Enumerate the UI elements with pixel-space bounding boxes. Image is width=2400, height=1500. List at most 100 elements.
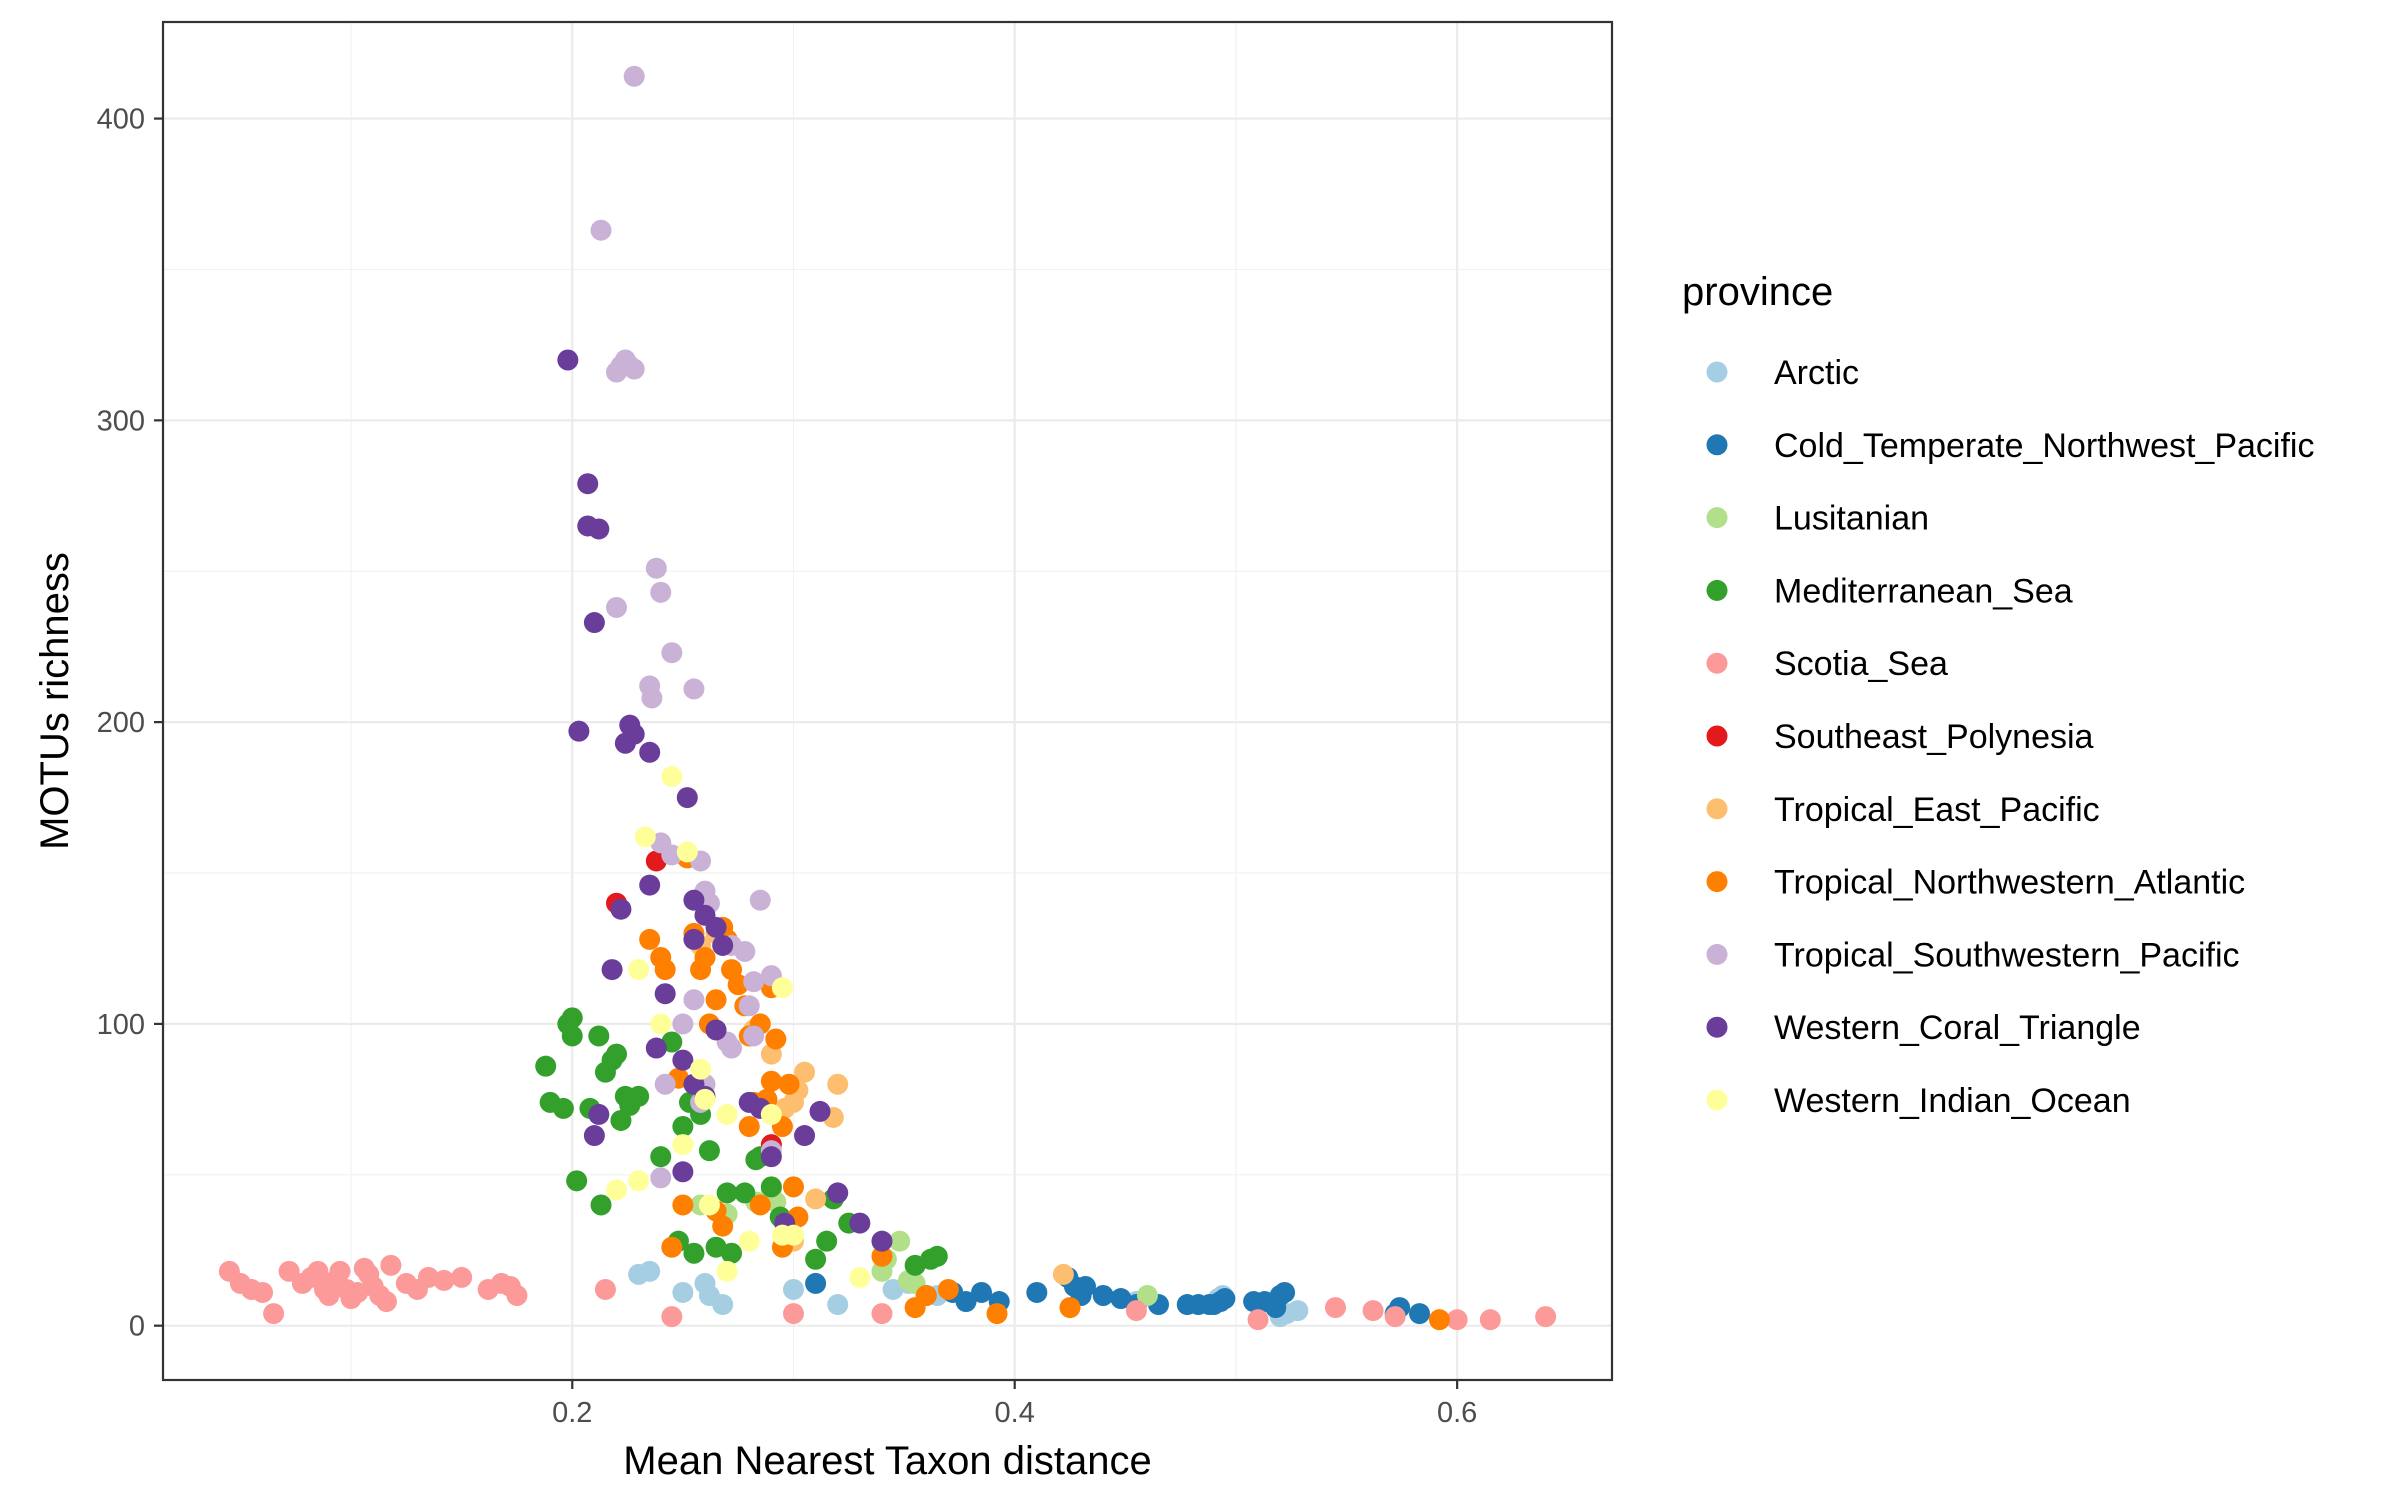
data-point xyxy=(661,765,683,787)
legend-key xyxy=(1706,579,1728,601)
data-point xyxy=(698,1140,720,1162)
y-axis-title: MOTUs richness xyxy=(33,552,77,850)
data-point xyxy=(1125,1300,1147,1322)
data-point xyxy=(606,1179,628,1201)
data-point xyxy=(252,1281,274,1303)
data-point xyxy=(782,1278,804,1300)
major-gridlines xyxy=(163,22,1612,1380)
data-point xyxy=(583,612,605,634)
data-point xyxy=(683,678,705,700)
minor-gridlines xyxy=(163,22,1612,1380)
data-point xyxy=(1446,1309,1468,1331)
data-point xyxy=(805,1188,827,1210)
data-point xyxy=(1269,1285,1291,1307)
legend-title: province xyxy=(1682,270,1833,314)
data-point xyxy=(778,1073,800,1095)
data-point xyxy=(721,1037,743,1059)
data-point xyxy=(889,1230,911,1252)
series-Western_Indian_Ocean xyxy=(606,765,871,1288)
data-point xyxy=(926,1245,948,1267)
data-point xyxy=(955,1291,977,1313)
data-point xyxy=(557,349,579,371)
legend-key xyxy=(1706,507,1728,529)
data-point xyxy=(641,687,663,709)
data-point xyxy=(827,1182,849,1204)
data-point xyxy=(650,1146,672,1168)
x-tick-label: 0.2 xyxy=(552,1397,592,1429)
data-point xyxy=(1059,1297,1081,1319)
data-point xyxy=(506,1285,528,1307)
legend-label: Tropical_Southwestern_Pacific xyxy=(1774,936,2240,974)
data-point xyxy=(683,928,705,950)
legend-label: Cold_Temperate_Northwest_Pacific xyxy=(1774,427,2314,465)
data-point xyxy=(433,1269,455,1291)
data-point xyxy=(771,977,793,999)
data-point xyxy=(1092,1285,1114,1307)
data-point xyxy=(375,1291,397,1313)
data-point xyxy=(749,889,771,911)
data-point xyxy=(716,1260,738,1282)
data-point xyxy=(588,518,610,540)
legend-label: Tropical_East_Pacific xyxy=(1774,791,2100,829)
series-Western_Coral_Triangle xyxy=(557,349,893,1252)
data-point xyxy=(716,1182,738,1204)
data-point xyxy=(672,1161,694,1183)
series-Mediterranean_Sea xyxy=(535,1007,948,1276)
data-point xyxy=(650,581,672,603)
data-point xyxy=(782,1303,804,1325)
y-tick-label: 400 xyxy=(97,104,145,136)
legend-label: Mediterranean_Sea xyxy=(1774,572,2073,610)
data-point xyxy=(738,1116,760,1138)
y-axis: 0 100 200 300 400 xyxy=(97,104,163,1343)
data-point xyxy=(601,959,623,981)
y-tick-label: 300 xyxy=(97,405,145,437)
data-point xyxy=(639,928,661,950)
data-point xyxy=(871,1230,893,1252)
data-point xyxy=(971,1281,993,1303)
legend-label: Lusitanian xyxy=(1774,500,1929,538)
data-point xyxy=(645,557,667,579)
data-point xyxy=(583,1125,605,1147)
data-point xyxy=(734,1182,756,1204)
legend-key xyxy=(1706,725,1728,747)
data-point xyxy=(650,1013,672,1035)
data-point xyxy=(606,596,628,618)
data-point xyxy=(1324,1297,1346,1319)
data-point xyxy=(329,1260,351,1282)
data-point xyxy=(661,642,683,664)
data-point xyxy=(760,1103,782,1125)
data-point xyxy=(805,1248,827,1270)
data-point xyxy=(577,473,599,495)
data-point xyxy=(672,1116,694,1138)
data-point xyxy=(614,732,636,754)
legend-label: Arctic xyxy=(1774,354,1859,392)
data-point xyxy=(588,1103,610,1125)
data-point xyxy=(606,1043,628,1065)
legend-key xyxy=(1706,943,1728,965)
data-point xyxy=(1247,1309,1269,1331)
x-tick-label: 0.4 xyxy=(995,1397,1035,1429)
data-point xyxy=(654,983,676,1005)
data-point xyxy=(672,1194,694,1216)
y-tick-label: 100 xyxy=(97,1009,145,1041)
data-point xyxy=(561,1007,583,1029)
data-point xyxy=(698,1194,720,1216)
data-point xyxy=(749,1194,771,1216)
data-point xyxy=(1428,1309,1450,1331)
legend-key xyxy=(1706,361,1728,383)
data-point xyxy=(705,916,727,938)
data-point xyxy=(871,1303,893,1325)
plot-border xyxy=(161,20,1614,1382)
data-point xyxy=(760,1176,782,1198)
data-point xyxy=(1136,1285,1158,1307)
data-point xyxy=(1052,1263,1074,1285)
data-point xyxy=(307,1260,329,1282)
data-point xyxy=(634,826,656,848)
data-point xyxy=(654,959,676,981)
data-point xyxy=(263,1303,285,1325)
data-point xyxy=(278,1260,300,1282)
data-point xyxy=(1362,1300,1384,1322)
data-point xyxy=(738,1230,760,1252)
data-point xyxy=(1026,1281,1048,1303)
